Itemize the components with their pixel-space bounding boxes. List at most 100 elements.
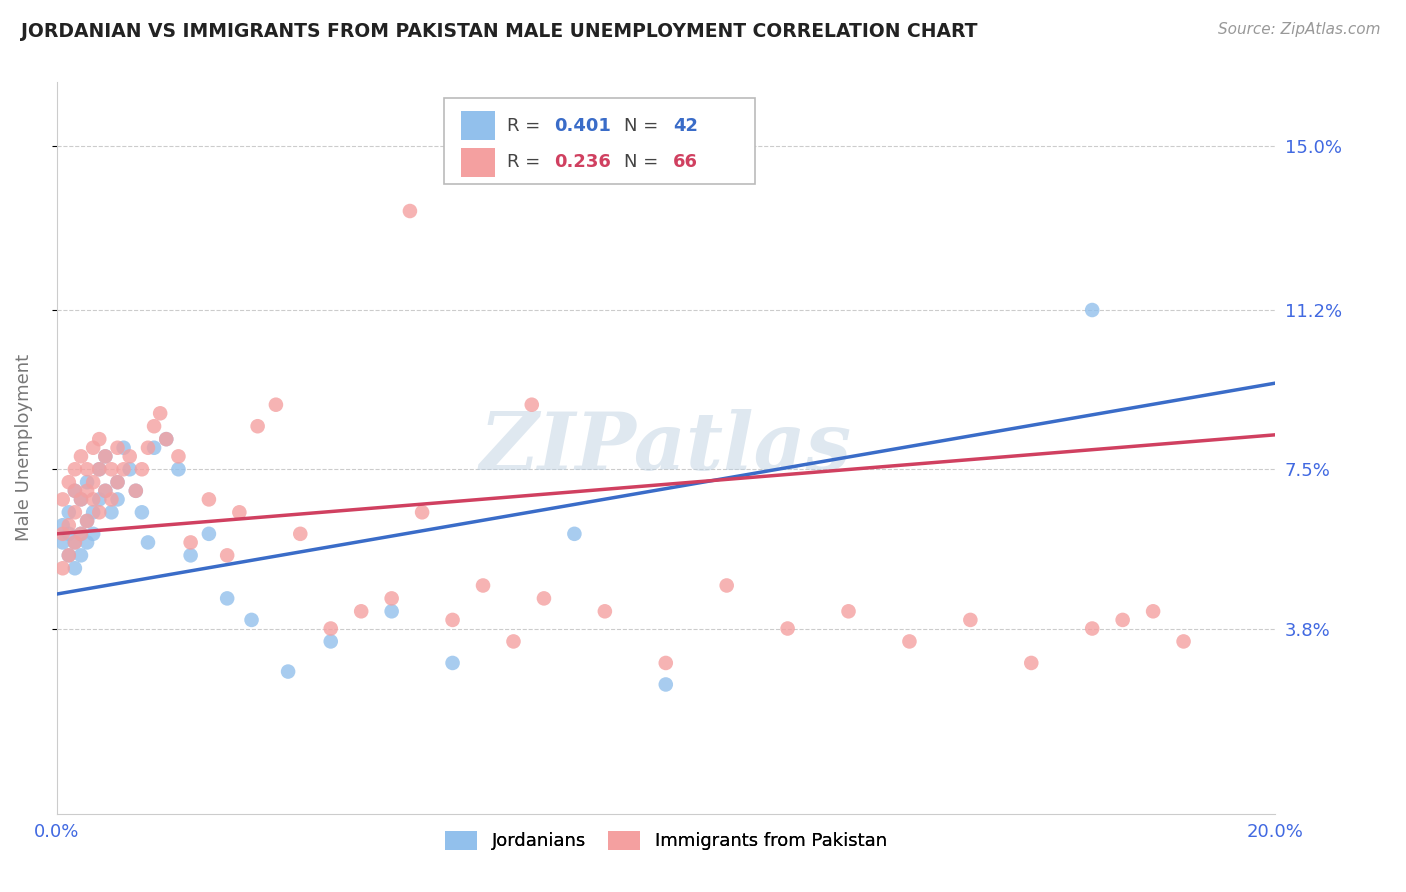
Point xyxy=(898,634,921,648)
Point xyxy=(217,549,239,563)
Text: N =: N = xyxy=(624,153,665,171)
Point xyxy=(89,492,111,507)
Point xyxy=(76,462,98,476)
Bar xyxy=(461,148,495,177)
Point xyxy=(1019,656,1042,670)
Point xyxy=(240,613,263,627)
Point xyxy=(472,578,495,592)
Point xyxy=(655,677,678,691)
Point xyxy=(76,514,98,528)
Point xyxy=(143,441,166,455)
Point xyxy=(58,526,80,541)
Point xyxy=(217,591,239,606)
Point xyxy=(411,505,433,519)
Text: JORDANIAN VS IMMIGRANTS FROM PAKISTAN MALE UNEMPLOYMENT CORRELATION CHART: JORDANIAN VS IMMIGRANTS FROM PAKISTAN MA… xyxy=(21,22,977,41)
Point xyxy=(52,561,75,575)
Point xyxy=(107,441,129,455)
Point xyxy=(776,622,799,636)
Point xyxy=(593,604,616,618)
Point xyxy=(1111,613,1133,627)
Text: ZIPatlas: ZIPatlas xyxy=(479,409,852,486)
Point xyxy=(70,450,93,464)
Point xyxy=(82,441,104,455)
Point xyxy=(564,526,586,541)
Point xyxy=(94,483,117,498)
Point xyxy=(82,475,104,490)
Point xyxy=(198,526,221,541)
Point xyxy=(716,578,738,592)
Point xyxy=(399,204,422,219)
Point xyxy=(533,591,555,606)
Point xyxy=(58,549,80,563)
Text: R =: R = xyxy=(508,153,547,171)
Text: 42: 42 xyxy=(673,117,699,135)
Point xyxy=(63,535,86,549)
Point xyxy=(381,604,404,618)
Point xyxy=(1142,604,1164,618)
Point xyxy=(1081,303,1104,318)
Point xyxy=(136,535,159,549)
Point xyxy=(70,526,93,541)
Point xyxy=(290,526,312,541)
Point xyxy=(100,492,122,507)
Point xyxy=(107,475,129,490)
Bar xyxy=(461,112,495,140)
Point xyxy=(58,505,80,519)
Point xyxy=(118,462,141,476)
Point xyxy=(319,634,342,648)
Point xyxy=(63,561,86,575)
Point xyxy=(76,535,98,549)
Point xyxy=(520,398,543,412)
Point xyxy=(125,483,148,498)
Point xyxy=(155,432,177,446)
Point xyxy=(1173,634,1195,648)
Point xyxy=(100,462,122,476)
Point xyxy=(319,622,342,636)
Point xyxy=(52,526,75,541)
Point xyxy=(58,475,80,490)
Point xyxy=(63,483,86,498)
Point xyxy=(143,419,166,434)
Point xyxy=(112,441,135,455)
Point xyxy=(94,483,117,498)
Point xyxy=(167,462,190,476)
Point xyxy=(149,406,172,420)
Point xyxy=(89,462,111,476)
Point xyxy=(277,665,299,679)
Point xyxy=(52,492,75,507)
Point xyxy=(94,450,117,464)
Point xyxy=(228,505,250,519)
Point xyxy=(136,441,159,455)
Point xyxy=(70,492,93,507)
Point xyxy=(246,419,269,434)
Y-axis label: Male Unemployment: Male Unemployment xyxy=(15,354,32,541)
Point xyxy=(100,505,122,519)
Text: R =: R = xyxy=(508,117,547,135)
Point xyxy=(198,492,221,507)
Point xyxy=(89,432,111,446)
Point xyxy=(350,604,373,618)
Point xyxy=(63,505,86,519)
Point xyxy=(959,613,981,627)
Point xyxy=(381,591,404,606)
Point xyxy=(94,450,117,464)
FancyBboxPatch shape xyxy=(444,98,755,185)
Point xyxy=(76,514,98,528)
Point xyxy=(52,518,75,533)
Point xyxy=(107,492,129,507)
Point xyxy=(838,604,860,618)
Point xyxy=(112,462,135,476)
Text: 0.236: 0.236 xyxy=(554,153,610,171)
Point xyxy=(125,483,148,498)
Point xyxy=(264,398,287,412)
Point xyxy=(89,462,111,476)
Point xyxy=(441,656,464,670)
Point xyxy=(1081,622,1104,636)
Point xyxy=(76,475,98,490)
Point xyxy=(82,492,104,507)
Point xyxy=(107,475,129,490)
Point xyxy=(63,483,86,498)
Point xyxy=(70,526,93,541)
Text: Source: ZipAtlas.com: Source: ZipAtlas.com xyxy=(1218,22,1381,37)
Point xyxy=(89,505,111,519)
